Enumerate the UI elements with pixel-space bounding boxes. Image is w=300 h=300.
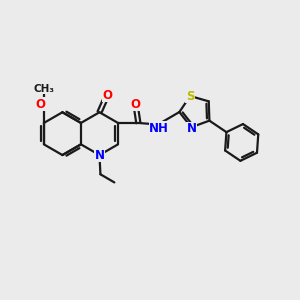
Text: S: S [186,89,194,103]
Text: O: O [102,88,112,101]
Text: CH₃: CH₃ [33,84,54,94]
Text: N: N [94,148,104,162]
Text: O: O [130,98,140,111]
Text: NH: NH [149,122,169,135]
Text: N: N [187,122,197,135]
Text: O: O [35,98,45,111]
